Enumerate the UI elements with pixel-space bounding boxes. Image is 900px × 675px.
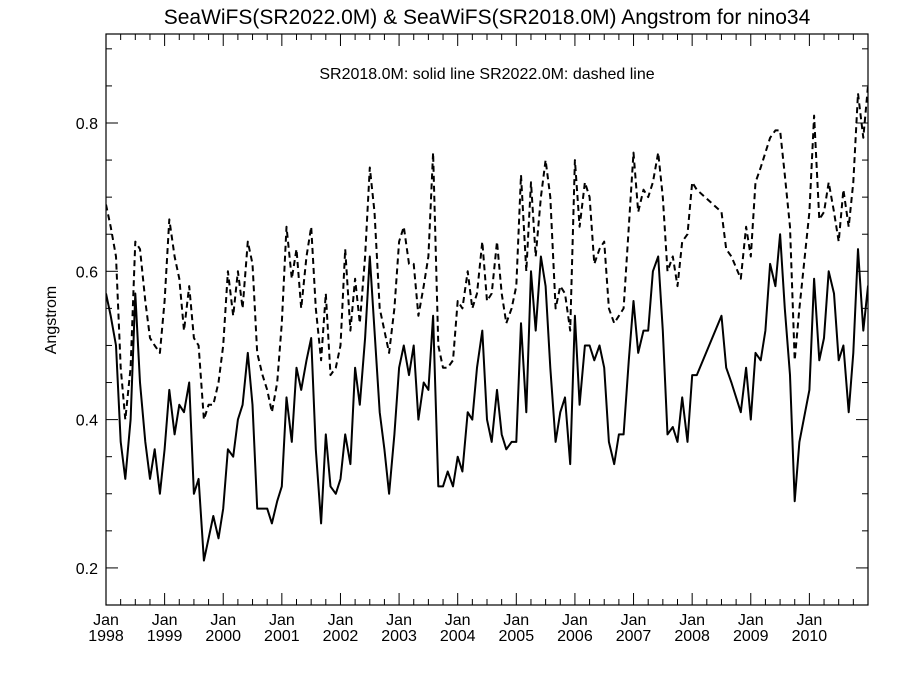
x-tick-month-label: Jan	[445, 612, 471, 629]
x-tick-month-label: Jan	[503, 612, 529, 629]
x-tick-month-label: Jan	[93, 612, 119, 629]
x-tick-year-label: 2004	[440, 628, 476, 645]
x-tick-year-label: 2005	[499, 628, 535, 645]
x-tick-month-label: Jan	[621, 612, 647, 629]
y-tick-label: 0.6	[76, 264, 98, 281]
x-tick-year-label: 2006	[557, 628, 593, 645]
series-layer	[106, 84, 868, 562]
x-tick-month-label: Jan	[738, 612, 764, 629]
x-tick-month-label: Jan	[679, 612, 705, 629]
x-tick-month-label: Jan	[796, 612, 822, 629]
x-tick-year-label: 2009	[733, 628, 769, 645]
series-line-sr2018-0m	[106, 233, 868, 562]
x-tick-year-label: 2002	[323, 628, 359, 645]
axis-ticks: 0.20.40.60.8Jan1998Jan1999Jan2000Jan2001…	[76, 34, 869, 645]
x-tick-year-label: 2003	[381, 628, 417, 645]
x-tick-year-label: 1999	[147, 628, 183, 645]
x-tick-month-label: Jan	[269, 612, 295, 629]
x-tick-year-label: 2008	[674, 628, 710, 645]
y-tick-label: 0.8	[76, 116, 98, 133]
chart-title: SeaWiFS(SR2022.0M) & SeaWiFS(SR2018.0M) …	[164, 6, 811, 29]
x-tick-year-label: 2001	[264, 628, 300, 645]
x-tick-year-label: 2010	[792, 628, 828, 645]
y-tick-label: 0.2	[76, 561, 98, 578]
x-tick-month-label: Jan	[328, 612, 354, 629]
y-axis-label: Angstrom	[43, 286, 60, 354]
x-tick-month-label: Jan	[562, 612, 588, 629]
x-tick-month-label: Jan	[386, 612, 412, 629]
x-tick-month-label: Jan	[210, 612, 236, 629]
x-tick-year-label: 2007	[616, 628, 652, 645]
plot-frame	[105, 33, 869, 606]
line-style-annotation: SR2018.0M: solid line SR2022.0M: dashed …	[319, 66, 654, 83]
x-tick-year-label: 1998	[88, 628, 124, 645]
y-tick-label: 0.4	[76, 413, 98, 430]
x-tick-year-label: 2000	[205, 628, 241, 645]
x-tick-month-label: Jan	[152, 612, 178, 629]
series-line-sr2022-0m	[106, 84, 868, 421]
